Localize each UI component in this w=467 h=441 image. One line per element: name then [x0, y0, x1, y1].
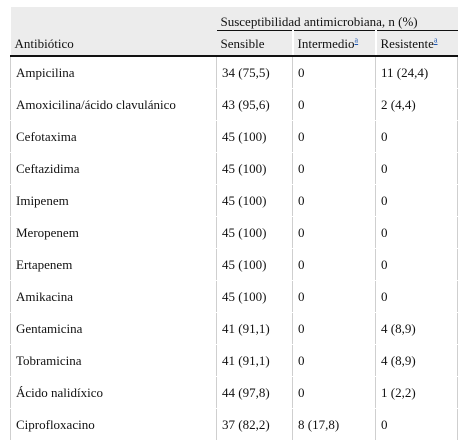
cell-antibiotic: Meropenem — [10, 216, 217, 249]
cell-sensible: 45 (100) — [216, 184, 293, 217]
header-intermedio: Intermedioa — [291, 30, 376, 57]
cell-resistente: 0 — [375, 152, 458, 185]
header-resistente-label: Resistente — [380, 36, 434, 51]
header-resistente: Resistentea — [374, 30, 458, 57]
table-header: Antibiótico Susceptibilidad antimicrobia… — [10, 7, 458, 57]
cell-antibiotic: Ceftazidima — [10, 152, 217, 185]
table-row: Ácido nalidíxico 44 (97,8) 0 1 (2,2) — [10, 376, 458, 409]
cell-intermedio: 0 — [292, 184, 376, 217]
cell-antibiotic: Gentamicina — [10, 312, 217, 345]
table-row: Ciprofloxacino 37 (82,2) 8 (17,8) 0 — [10, 408, 458, 441]
cell-intermedio: 0 — [292, 248, 376, 281]
susceptibility-table: Antibiótico Susceptibilidad antimicrobia… — [10, 7, 458, 441]
susceptibility-table-container: Antibiótico Susceptibilidad antimicrobia… — [10, 7, 458, 441]
cell-intermedio: 0 — [292, 152, 376, 185]
cell-resistente: 0 — [375, 248, 458, 281]
table-row: Tobramicina 41 (91,1) 0 4 (8,9) — [10, 344, 458, 377]
cell-sensible: 43 (95,6) — [216, 88, 293, 121]
cell-sensible: 37 (82,2) — [216, 408, 293, 441]
cell-antibiotic: Ertapenem — [10, 248, 217, 281]
cell-intermedio: 0 — [292, 216, 376, 249]
cell-resistente: 4 (8,9) — [375, 344, 458, 377]
cell-antibiotic: Cefotaxima — [10, 120, 217, 153]
cell-intermedio: 0 — [292, 55, 376, 89]
cell-sensible: 45 (100) — [216, 248, 293, 281]
cell-sensible: 45 (100) — [216, 280, 293, 313]
cell-antibiotic: Tobramicina — [10, 344, 217, 377]
table-body: Ampicilina 34 (75,5) 0 11 (24,4) Amoxicilina… — [10, 55, 458, 441]
cell-resistente: 11 (24,4) — [375, 55, 458, 89]
cell-antibiotic: Imipenem — [10, 184, 217, 217]
cell-sensible: 45 (100) — [216, 216, 293, 249]
table-row: Meropenem 45 (100) 0 0 — [10, 216, 458, 249]
cell-antibiotic: Ciprofloxacino — [10, 408, 217, 441]
cell-resistente: 0 — [375, 184, 458, 217]
cell-intermedio: 0 — [292, 88, 376, 121]
cell-intermedio: 0 — [292, 120, 376, 153]
cell-antibiotic: Ácido nalidíxico — [10, 376, 217, 409]
cell-resistente: 0 — [375, 216, 458, 249]
header-intermedio-label: Intermedio — [297, 36, 355, 51]
cell-intermedio: 8 (17,8) — [292, 408, 376, 441]
cell-intermedio: 0 — [292, 312, 376, 345]
table-row: Ceftazidima 45 (100) 0 0 — [10, 152, 458, 185]
table-row: Cefotaxima 45 (100) 0 0 — [10, 120, 458, 153]
table-row: Ampicilina 34 (75,5) 0 11 (24,4) — [10, 55, 458, 89]
cell-resistente: 0 — [375, 408, 458, 441]
table-row: Imipenem 45 (100) 0 0 — [10, 184, 458, 217]
cell-sensible: 34 (75,5) — [216, 55, 293, 89]
cell-resistente: 0 — [375, 280, 458, 313]
table-row: Amoxicilina/ácido clavulánico 43 (95,6) 0 2… — [10, 88, 458, 121]
table-row: Amikacina 45 (100) 0 0 — [10, 280, 458, 313]
cell-resistente: 4 (8,9) — [375, 312, 458, 345]
cell-sensible: 41 (91,1) — [216, 312, 293, 345]
cell-resistente: 2 (4,4) — [375, 88, 458, 121]
header-sensible: Sensible — [216, 30, 293, 57]
cell-resistente: 0 — [375, 120, 458, 153]
cell-sensible: 41 (91,1) — [216, 344, 293, 377]
header-susceptibility-group: Susceptibilidad antimicrobiana, n (%) — [216, 7, 458, 31]
cell-antibiotic: Amoxicilina/ácido clavulánico — [10, 88, 217, 121]
footnote-link-resistente[interactable]: a — [433, 35, 438, 45]
cell-intermedio: 0 — [292, 344, 376, 377]
cell-sensible: 44 (97,8) — [216, 376, 293, 409]
cell-resistente: 1 (2,2) — [375, 376, 458, 409]
cell-sensible: 45 (100) — [216, 152, 293, 185]
header-antibiotic: Antibiótico — [10, 7, 217, 57]
footnote-link-intermedio[interactable]: a — [354, 35, 359, 45]
cell-antibiotic: Amikacina — [10, 280, 217, 313]
cell-sensible: 45 (100) — [216, 120, 293, 153]
table-row: Ertapenem 45 (100) 0 0 — [10, 248, 458, 281]
cell-intermedio: 0 — [292, 376, 376, 409]
table-row: Gentamicina 41 (91,1) 0 4 (8,9) — [10, 312, 458, 345]
cell-antibiotic: Ampicilina — [10, 55, 217, 89]
cell-intermedio: 0 — [292, 280, 376, 313]
